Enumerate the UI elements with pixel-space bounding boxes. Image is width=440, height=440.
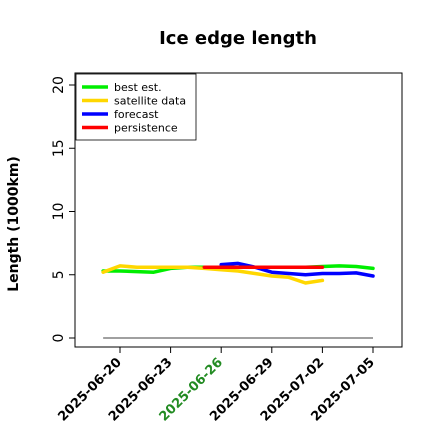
- y-tick-label: 15: [51, 139, 67, 157]
- legend-label-persistence: persistence: [114, 122, 178, 135]
- y-tick-label: 5: [51, 270, 67, 279]
- plot-frame: [74, 72, 403, 348]
- y-tick-label: 0: [51, 334, 67, 343]
- y-tick-label: 10: [51, 203, 67, 221]
- series-line-satellite-data: [101, 264, 325, 285]
- y-tick-label: 20: [51, 76, 67, 94]
- chart-title: Ice edge length: [159, 28, 317, 49]
- y-axis-label: Length (1000km): [6, 156, 22, 292]
- legend-label-best-est-: best est.: [114, 81, 162, 94]
- legend-label-satellite-data: satellite data: [114, 95, 186, 108]
- legend: best est.satellite dataforecastpersisten…: [75, 73, 197, 141]
- legend-label-forecast: forecast: [114, 108, 159, 121]
- series-line-forecast: [219, 261, 375, 278]
